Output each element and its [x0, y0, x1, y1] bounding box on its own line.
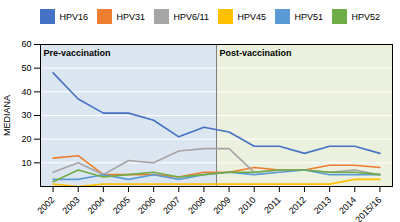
svg-text:Post-vaccination: Post-vaccination	[220, 48, 292, 58]
html-text:HPV45: HPV45	[237, 11, 266, 22]
html-text:HPV52: HPV52	[351, 11, 380, 22]
svg-text:2006: 2006	[136, 194, 157, 215]
svg-text:30: 30	[21, 110, 31, 120]
svg-text:2015/16: 2015/16	[353, 194, 383, 222]
svg-text:2002: 2002	[35, 194, 56, 215]
svg-text:2004: 2004	[86, 194, 107, 215]
svg-text:2008: 2008	[186, 194, 207, 215]
svg-text:20: 20	[21, 134, 31, 144]
svg-text:2011: 2011	[262, 194, 283, 215]
html-text:HPV51: HPV51	[294, 11, 323, 22]
svg-text:2010: 2010	[236, 194, 257, 215]
svg-text:60: 60	[21, 39, 31, 49]
html-text:HPV16: HPV16	[59, 11, 88, 22]
svg-text:50: 50	[21, 63, 31, 73]
svg-text:2012: 2012	[287, 194, 308, 215]
html-text:HPV31: HPV31	[116, 11, 146, 22]
svg-text:2014: 2014	[337, 194, 358, 215]
svg-text:Pre-vaccination: Pre-vaccination	[44, 48, 111, 58]
svg-text:2005: 2005	[111, 194, 132, 215]
svg-text:2003: 2003	[60, 194, 81, 215]
html-text:HPV6/11: HPV6/11	[173, 11, 209, 22]
svg-text:MEDIANA: MEDIANA	[2, 94, 12, 135]
svg-text:2007: 2007	[161, 194, 182, 215]
svg-text:10: 10	[21, 157, 31, 167]
svg-text:40: 40	[21, 86, 31, 96]
svg-text:2013: 2013	[312, 194, 333, 215]
svg-text:2009: 2009	[211, 194, 232, 215]
